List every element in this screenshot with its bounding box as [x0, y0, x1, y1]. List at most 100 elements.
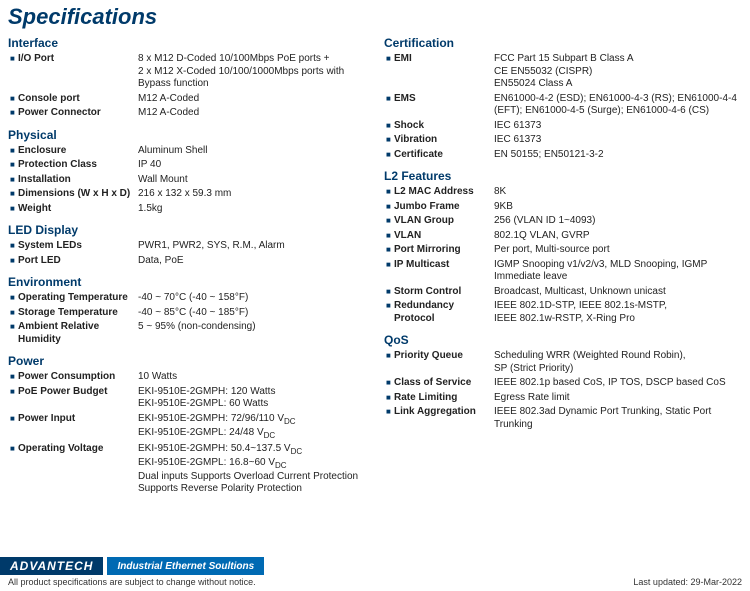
- spec-label: Certificate: [394, 149, 494, 162]
- spec-label: Rate Limiting: [394, 392, 494, 405]
- bullet-icon: ■: [8, 413, 18, 424]
- spec-label: VLAN Group: [394, 215, 494, 228]
- footer: ADVANTECH Industrial Ethernet Soultions …: [0, 557, 750, 591]
- spec-value: Wall Mount: [138, 174, 366, 187]
- spec-row: ■Storage Temperature-40 ~ 85°C (-40 ~ 18…: [8, 307, 366, 320]
- brand-tagline: Industrial Ethernet Soultions: [107, 557, 264, 575]
- spec-section: LED Display■System LEDsPWR1, PWR2, SYS, …: [8, 223, 366, 267]
- spec-row: ■Jumbo Frame9KB: [384, 201, 742, 214]
- spec-label: Installation: [18, 174, 138, 187]
- spec-label: Link Aggregation: [394, 406, 494, 419]
- spec-value: PWR1, PWR2, SYS, R.M., Alarm: [138, 240, 366, 253]
- spec-label: Console port: [18, 93, 138, 106]
- section-heading: Power: [8, 354, 366, 368]
- spec-label: Weight: [18, 203, 138, 216]
- spec-label: Ambient Relative Humidity: [18, 321, 138, 346]
- section-heading: QoS: [384, 333, 742, 347]
- bullet-icon: ■: [384, 201, 394, 212]
- spec-value: 256 (VLAN ID 1~4093): [494, 215, 742, 228]
- spec-row: ■EMSEN61000-4-2 (ESD); EN61000-4-3 (RS);…: [384, 93, 742, 118]
- section-heading: Physical: [8, 128, 366, 142]
- spec-value: IEC 61373: [494, 134, 742, 147]
- spec-label: IP Multicast: [394, 259, 494, 272]
- spec-row: ■EnclosureAluminum Shell: [8, 145, 366, 158]
- bullet-icon: ■: [384, 406, 394, 417]
- spec-row: ■VLAN Group256 (VLAN ID 1~4093): [384, 215, 742, 228]
- spec-value: EKI-9510E-2GMPH: 50.4~137.5 VDCEKI-9510E…: [138, 443, 366, 496]
- spec-value: M12 A-Coded: [138, 93, 366, 106]
- spec-row: ■Protection ClassIP 40: [8, 159, 366, 172]
- section-heading: Environment: [8, 275, 366, 289]
- spec-value: EN 50155; EN50121-3-2: [494, 149, 742, 162]
- spec-row: ■ShockIEC 61373: [384, 120, 742, 133]
- bullet-icon: ■: [8, 93, 18, 104]
- spec-value: IEEE 802.3ad Dynamic Port Trunking, Stat…: [494, 406, 742, 431]
- spec-value: EN61000-4-2 (ESD); EN61000-4-3 (RS); EN6…: [494, 93, 742, 118]
- spec-value: IEEE 802.1p based CoS, IP TOS, DSCP base…: [494, 377, 742, 390]
- bullet-icon: ■: [8, 203, 18, 214]
- spec-value: EKI-9510E-2GMPH: 72/96/110 VDCEKI-9510E-…: [138, 413, 366, 441]
- spec-row: ■Link AggregationIEEE 802.3ad Dynamic Po…: [384, 406, 742, 431]
- bullet-icon: ■: [8, 145, 18, 156]
- spec-value: Scheduling WRR (Weighted Round Robin),SP…: [494, 350, 742, 375]
- spec-label: Port Mirroring: [394, 244, 494, 257]
- bullet-icon: ■: [384, 53, 394, 64]
- spec-section: L2 Features■L2 MAC Address8K■Jumbo Frame…: [384, 169, 742, 325]
- spec-label: I/O Port: [18, 53, 138, 66]
- spec-row: ■I/O Port8 x M12 D-Coded 10/100Mbps PoE …: [8, 53, 366, 91]
- spec-section: Physical■EnclosureAluminum Shell■Protect…: [8, 128, 366, 216]
- spec-label: Enclosure: [18, 145, 138, 158]
- page-title: Specifications: [0, 0, 750, 36]
- spec-row: ■PoE Power BudgetEKI-9510E-2GMPH: 120 Wa…: [8, 386, 366, 411]
- spec-section: Certification■EMIFCC Part 15 Subpart B C…: [384, 36, 742, 161]
- spec-value: -40 ~ 70°C (-40 ~ 158°F): [138, 292, 366, 305]
- spec-row: ■IP MulticastIGMP Snooping v1/v2/v3, MLD…: [384, 259, 742, 284]
- spec-value: EKI-9510E-2GMPH: 120 WattsEKI-9510E-2GMP…: [138, 386, 366, 411]
- bullet-icon: ■: [384, 286, 394, 297]
- spec-label: Power Connector: [18, 107, 138, 120]
- bullet-icon: ■: [384, 230, 394, 241]
- footer-updated: Last updated: 29-Mar-2022: [633, 577, 742, 587]
- bullet-icon: ■: [8, 188, 18, 199]
- spec-label: Power Consumption: [18, 371, 138, 384]
- bullet-icon: ■: [8, 307, 18, 318]
- spec-label: VLAN: [394, 230, 494, 243]
- bullet-icon: ■: [8, 386, 18, 397]
- spec-section: QoS■Priority QueueScheduling WRR (Weight…: [384, 333, 742, 431]
- spec-section: Environment ■Operating Temperature-40 ~ 7…: [8, 275, 366, 346]
- spec-section: Power■Power Consumption10 Watts■PoE Powe…: [8, 354, 366, 496]
- bullet-icon: ■: [384, 350, 394, 361]
- spec-row: ■InstallationWall Mount: [8, 174, 366, 187]
- spec-label: Vibration: [394, 134, 494, 147]
- bullet-icon: ■: [8, 107, 18, 118]
- bullet-icon: ■: [384, 259, 394, 270]
- spec-row: ■CertificateEN 50155; EN50121-3-2: [384, 149, 742, 162]
- spec-row: ■Redundancy ProtocolIEEE 802.1D-STP, IEE…: [384, 300, 742, 325]
- spec-label: Storm Control: [394, 286, 494, 299]
- spec-value: 10 Watts: [138, 371, 366, 384]
- spec-value: 8 x M12 D-Coded 10/100Mbps PoE ports +2 …: [138, 53, 366, 91]
- spec-label: Storage Temperature: [18, 307, 138, 320]
- spec-row: ■VLAN802.1Q VLAN, GVRP: [384, 230, 742, 243]
- bullet-icon: ■: [384, 377, 394, 388]
- spec-value: 5 ~ 95% (non-condensing): [138, 321, 366, 334]
- spec-row: ■Operating VoltageEKI-9510E-2GMPH: 50.4~…: [8, 443, 366, 496]
- spec-label: EMI: [394, 53, 494, 66]
- spec-row: ■Ambient Relative Humidity5 ~ 95% (non-c…: [8, 321, 366, 346]
- section-heading: Certification: [384, 36, 742, 50]
- spec-value: Broadcast, Multicast, Unknown unicast: [494, 286, 742, 299]
- bullet-icon: ■: [8, 53, 18, 64]
- spec-value: M12 A-Coded: [138, 107, 366, 120]
- bullet-icon: ■: [384, 186, 394, 197]
- spec-label: PoE Power Budget: [18, 386, 138, 399]
- spec-row: ■Operating Temperature-40 ~ 70°C (-40 ~ …: [8, 292, 366, 305]
- spec-value: 802.1Q VLAN, GVRP: [494, 230, 742, 243]
- spec-label: L2 MAC Address: [394, 186, 494, 199]
- footer-note: All product specifications are subject t…: [8, 577, 256, 587]
- bullet-icon: ■: [384, 215, 394, 226]
- spec-value: IEC 61373: [494, 120, 742, 133]
- spec-label: Protection Class: [18, 159, 138, 172]
- spec-value: 9KB: [494, 201, 742, 214]
- spec-value: 216 x 132 x 59.3 mm: [138, 188, 366, 201]
- column: Certification■EMIFCC Part 15 Subpart B C…: [384, 36, 742, 504]
